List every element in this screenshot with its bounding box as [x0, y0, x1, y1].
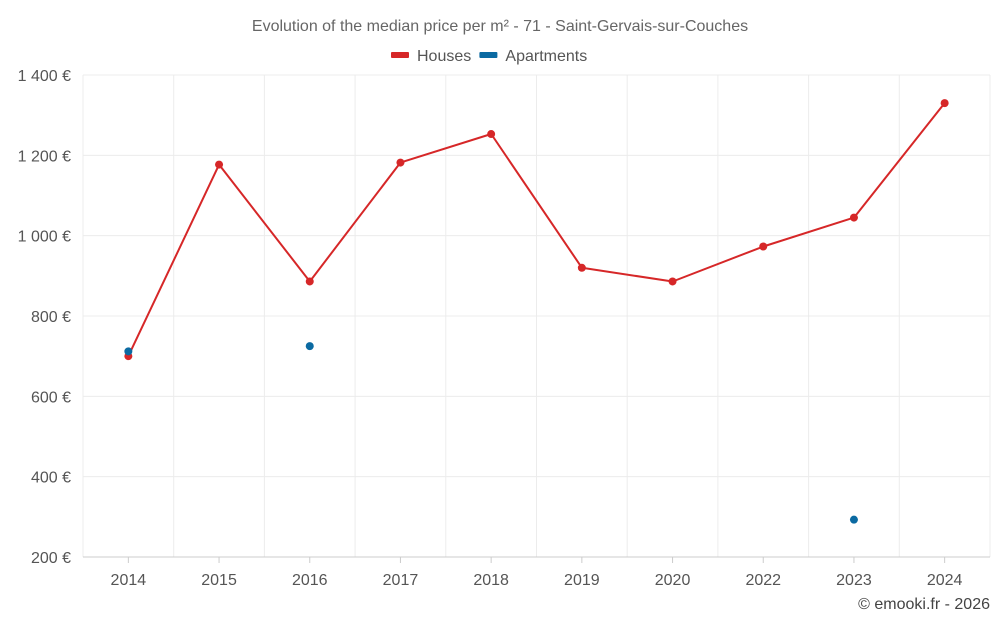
y-tick-label: 1 200 €: [18, 148, 71, 165]
x-tick-label: 2019: [564, 572, 600, 589]
data-point: [396, 158, 405, 167]
data-point: [849, 213, 858, 222]
data-point: [215, 160, 224, 169]
credit-text: © emooki.fr - 2026: [858, 596, 990, 613]
legend: Houses Apartments: [391, 48, 587, 65]
x-tick-label: 2024: [927, 572, 963, 589]
legend-label: Apartments: [505, 48, 587, 65]
y-tick-label: 200 €: [31, 550, 71, 567]
x-axis: 2014 2015 2016 2017 2018 2019 2020 2022 2023 2024: [83, 556, 990, 589]
x-tick-label: 2016: [292, 572, 328, 589]
data-point: [849, 515, 858, 524]
legend-label: Houses: [417, 48, 471, 65]
data-point: [577, 263, 586, 272]
data-point: [305, 277, 314, 286]
series-apartments: [124, 342, 858, 524]
legend-swatch: [479, 52, 498, 58]
y-tick-label: 400 €: [31, 470, 71, 487]
y-tick-label: 1 000 €: [18, 229, 71, 246]
x-tick-label: 2020: [655, 572, 691, 589]
legend-swatch: [391, 52, 409, 58]
y-tick-label: 800 €: [31, 309, 71, 326]
series-houses: [124, 99, 949, 361]
series-line: [127, 102, 946, 357]
series-group: [124, 99, 949, 524]
x-tick-label: 2022: [745, 572, 781, 589]
y-tick-label: 600 €: [31, 389, 71, 406]
data-point: [487, 130, 496, 139]
gridlines: [82, 74, 991, 557]
data-point: [759, 242, 768, 251]
data-point: [668, 277, 677, 286]
chart-title: Evolution of the median price per m² - 7…: [252, 18, 748, 35]
data-point: [124, 347, 133, 356]
x-tick-label: 2018: [473, 572, 509, 589]
data-point: [940, 99, 949, 108]
x-tick-label: 2017: [383, 572, 419, 589]
y-tick-label: 1 400 €: [18, 68, 71, 85]
x-tick-label: 2015: [201, 572, 237, 589]
data-point: [305, 342, 314, 351]
x-tick-label: 2023: [836, 572, 872, 589]
x-tick-label: 2014: [111, 572, 147, 589]
y-axis: 200 € 400 € 600 € 800 € 1 000 € 1 200 € 1 400 …: [18, 68, 71, 567]
